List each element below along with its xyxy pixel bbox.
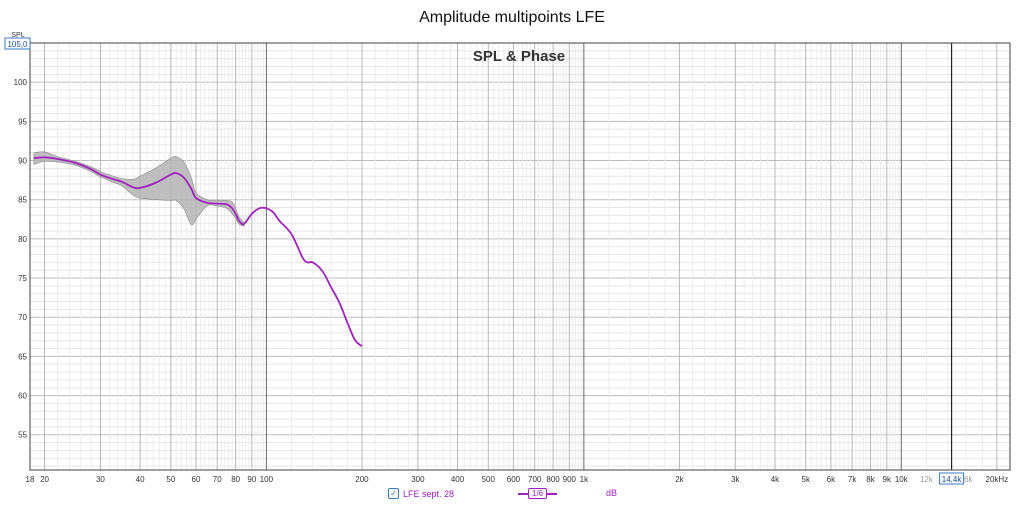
x-tick-label: 1k bbox=[580, 475, 589, 484]
plot-background bbox=[30, 43, 1010, 470]
x-tick-label: 800 bbox=[546, 475, 560, 484]
line-swatch-right bbox=[547, 492, 558, 495]
cursor-value: 14,4k bbox=[942, 475, 963, 484]
y-tick-label: 75 bbox=[18, 274, 27, 283]
x-tick-label: 30 bbox=[96, 475, 105, 484]
y-tick-label: 55 bbox=[18, 431, 27, 440]
x-tick-label: 200 bbox=[355, 475, 369, 484]
x-tick-label: 400 bbox=[451, 475, 465, 484]
x-tick-label: 20kHz bbox=[986, 475, 1009, 484]
series-checkbox[interactable]: ✓ bbox=[388, 488, 399, 499]
cursor-value-box[interactable] bbox=[939, 472, 965, 485]
grid bbox=[30, 43, 1010, 470]
x-tick-label: 10k bbox=[895, 475, 909, 484]
y-axis-label: SPL bbox=[11, 32, 24, 39]
legend: ✓ LFE sept. 28 1/6 dB bbox=[0, 488, 1024, 504]
x-tick-label: 500 bbox=[482, 475, 496, 484]
y-tick-label: 100 bbox=[14, 78, 28, 87]
y-tick-label: 95 bbox=[18, 117, 27, 126]
y-tick-label: 80 bbox=[18, 235, 27, 244]
x-tick-label: 600 bbox=[507, 475, 521, 484]
x-tick-label: 6k bbox=[827, 475, 836, 484]
x-tick-label: 5k bbox=[802, 475, 811, 484]
inner-title: SPL & Phase bbox=[473, 48, 565, 65]
y-tick-label: 85 bbox=[18, 196, 27, 205]
x-tick-label: 900 bbox=[563, 475, 577, 484]
y-tick-label: 70 bbox=[18, 313, 27, 322]
y-tick-label: 90 bbox=[18, 157, 27, 166]
unit-label: dB bbox=[606, 488, 618, 498]
x-tick-label: 16k bbox=[960, 475, 974, 484]
x-tick-label: 3k bbox=[731, 475, 740, 484]
legend-unit: dB bbox=[606, 488, 617, 498]
legend-series[interactable]: ✓ LFE sept. 28 bbox=[388, 488, 454, 499]
x-tick-label: 300 bbox=[411, 475, 425, 484]
line-swatch-left bbox=[518, 492, 528, 495]
x-tick-label: 40 bbox=[136, 475, 145, 484]
x-tick-label: 50 bbox=[166, 475, 175, 484]
x-tick-label: 100 bbox=[260, 475, 274, 484]
chart-title: Amplitude multipoints LFE bbox=[419, 9, 605, 26]
y-top-box[interactable] bbox=[4, 37, 31, 50]
variation-band bbox=[33, 151, 245, 227]
series-label: LFE sept. 28 bbox=[403, 488, 455, 499]
x-tick-label: 7k bbox=[848, 475, 857, 484]
plot-border bbox=[29, 42, 1011, 471]
x-tick-label: 4k bbox=[771, 475, 780, 484]
x-tick-label: 700 bbox=[528, 475, 542, 484]
y-tick-labels: 55 60 65 70 75 80 85 90 95 100 bbox=[14, 78, 28, 440]
y-tick-label: 65 bbox=[18, 352, 27, 361]
legend-smoothing[interactable]: 1/6 bbox=[518, 488, 558, 499]
x-tick-label: 80 bbox=[231, 475, 240, 484]
x-tick-label: 60 bbox=[192, 475, 201, 484]
smoothing-selector[interactable]: 1/6 bbox=[528, 488, 548, 499]
y-tick-label: 60 bbox=[18, 392, 27, 401]
series-line bbox=[33, 156, 363, 347]
y-top-value: 105,0 bbox=[7, 40, 28, 49]
x-tick-label: 2k bbox=[675, 475, 684, 484]
x-tick-label: 8k bbox=[866, 475, 875, 484]
x-tick-label: 18 bbox=[26, 475, 35, 484]
x-tick-label: 9k bbox=[883, 475, 892, 484]
x-tick-label: 70 bbox=[213, 475, 222, 484]
x-tick-label: 12k bbox=[920, 475, 934, 484]
x-tick-labels: 18 20 30 40 50 60 70 80 90 100 200 300 400 500 600 700 8… bbox=[26, 475, 1009, 484]
x-tick-label: 20 bbox=[40, 475, 49, 484]
x-tick-label: 90 bbox=[247, 475, 256, 484]
